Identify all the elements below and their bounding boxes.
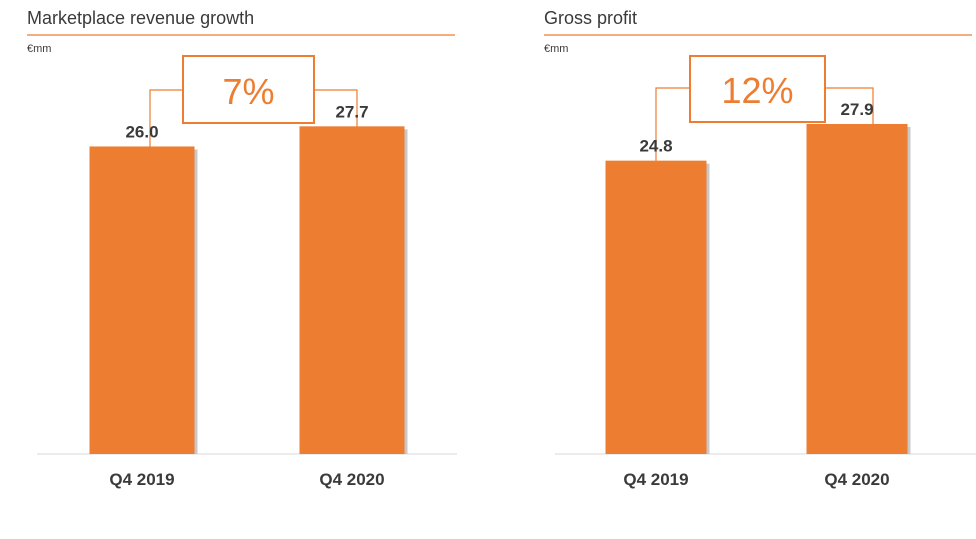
value-label-q4-2020: 27.7 — [335, 102, 368, 121]
chart-title: Gross profit — [544, 8, 637, 28]
chart-title: Marketplace revenue growth — [27, 8, 254, 28]
unit-label: €mm — [544, 43, 568, 55]
category-label-q4-2020: Q4 2020 — [319, 470, 384, 489]
bar-q4-2019 — [605, 160, 707, 454]
growth-box — [182, 55, 315, 124]
category-label-q4-2019: Q4 2019 — [623, 470, 688, 489]
growth-bracket-left — [149, 89, 183, 156]
value-label-q4-2020: 27.9 — [840, 100, 873, 119]
unit-label: €mm — [27, 43, 51, 55]
value-label-q4-2019: 26.0 — [125, 122, 158, 141]
chart-revenue-growth: Marketplace revenue growth €mm 7% 26.0 2… — [27, 8, 457, 489]
growth-percent-label: 7% — [222, 71, 274, 112]
bar-q4-2019 — [89, 146, 195, 454]
category-label-q4-2019: Q4 2019 — [109, 470, 174, 489]
growth-bracket-left — [655, 87, 690, 178]
value-label-q4-2019: 24.8 — [639, 137, 672, 156]
category-label-q4-2020: Q4 2020 — [824, 470, 889, 489]
bar-q4-2020 — [806, 123, 908, 455]
chart-gross-profit: Gross profit €mm 12% 24.8 27.9 Q4 2019 Q… — [544, 8, 976, 489]
growth-percent-label: 12% — [721, 70, 793, 111]
growth-box — [689, 55, 826, 123]
bar-q4-2020 — [299, 126, 405, 454]
growth-bracket-right — [314, 89, 358, 130]
